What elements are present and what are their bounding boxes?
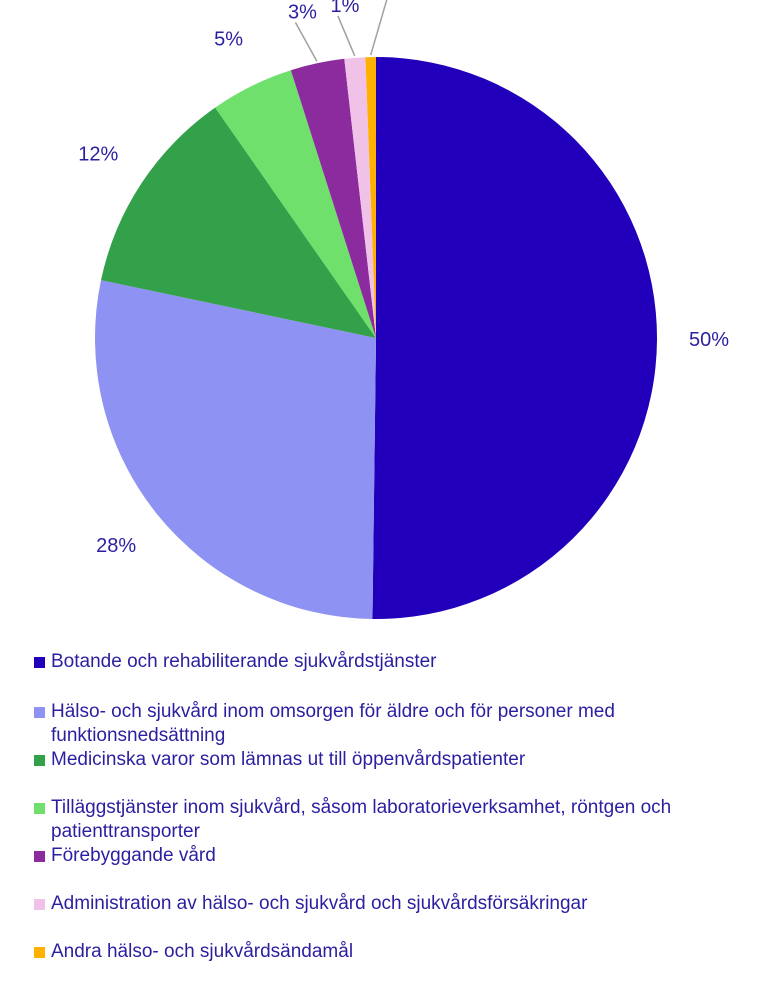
- legend-label: Förebyggande vård: [51, 845, 216, 866]
- legend-label: Hälso- och sjukvård inom omsorgen för äl…: [51, 701, 615, 746]
- legend-label: Botande och rehabiliterande sjukvårdstjä…: [51, 651, 437, 672]
- slice-label: 50%: [689, 329, 729, 351]
- legend-item: Tilläggstjänster inom sjukvård, såsom la…: [34, 796, 760, 844]
- legend-item: Andra hälso- och sjukvårdsändamål: [34, 940, 760, 964]
- pie-slices: [95, 57, 658, 620]
- slice-label: 3%: [288, 1, 317, 23]
- pie-slice: [372, 57, 658, 620]
- leader-line: [369, 0, 388, 56]
- slice-labels: 50%28%12%5%3%1%1%: [78, 0, 729, 557]
- pie-slice: [365, 57, 376, 338]
- legend-item: Botande och rehabiliterande sjukvårdstjä…: [34, 650, 760, 674]
- legend-swatch: [34, 657, 45, 668]
- legend-item: Administration av hälso- och sjukvård oc…: [34, 892, 760, 916]
- leader-line: [337, 15, 356, 57]
- legend-item: Hälso- och sjukvård inom omsorgen för äl…: [34, 700, 760, 748]
- pie-slice: [215, 70, 376, 339]
- pie-chart: 50%28%12%5%3%1%1%: [78, 0, 729, 620]
- legend-label: Medicinska varor som lämnas ut till öppe…: [51, 749, 526, 770]
- legend-label: Andra hälso- och sjukvårdsändamål: [51, 941, 354, 962]
- slice-label: 1%: [330, 0, 359, 17]
- legend-swatch: [34, 851, 45, 862]
- leader-lines: [294, 0, 388, 62]
- pie-slice: [95, 280, 377, 619]
- legend-swatch: [34, 803, 45, 814]
- leader-line: [294, 21, 318, 62]
- slice-label: 12%: [78, 143, 118, 165]
- legend-item: Förebyggande vård: [34, 844, 760, 868]
- pie-slice: [101, 107, 376, 338]
- legend-swatch: [34, 899, 45, 910]
- legend-label: Administration av hälso- och sjukvård oc…: [51, 893, 588, 914]
- pie-slice: [344, 57, 376, 339]
- slice-label: 28%: [96, 535, 136, 557]
- pie-slice: [290, 58, 376, 338]
- legend-item: Medicinska varor som lämnas ut till öppe…: [34, 748, 760, 772]
- legend-label: Tilläggstjänster inom sjukvård, såsom la…: [51, 797, 672, 842]
- legend-swatch: [34, 707, 45, 718]
- legend-swatch: [34, 947, 45, 958]
- slice-label: 5%: [214, 28, 243, 50]
- legend-swatch: [34, 755, 45, 766]
